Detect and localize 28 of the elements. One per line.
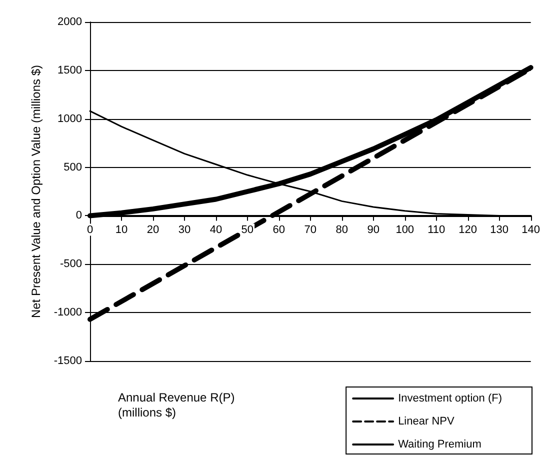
x-tick-label: 120 xyxy=(458,224,478,236)
x-tick-label: 60 xyxy=(272,224,286,236)
y-tick-label: 0 xyxy=(76,210,82,222)
x-tick-label: 20 xyxy=(146,224,160,236)
y-tick-label: 500 xyxy=(64,161,82,174)
legend-label: Waiting Premium xyxy=(398,438,482,450)
y-tick-label: -1500 xyxy=(54,355,82,367)
x-tick-label: 40 xyxy=(210,224,222,236)
x-tick-label: 100 xyxy=(396,224,414,236)
x-tick-label: 130 xyxy=(490,224,509,236)
y-tick-label: -1000 xyxy=(54,306,82,319)
legend-label: Investment option (F) xyxy=(398,392,502,404)
x-tick-label: 70 xyxy=(304,224,317,236)
x-tick-label: 80 xyxy=(336,224,348,236)
x-tick-label: 10 xyxy=(115,224,128,236)
x-tick-label: 110 xyxy=(428,224,446,236)
y-tick-label: 1500 xyxy=(58,64,82,76)
x-tick-label: 30 xyxy=(178,224,191,236)
x-tick-label: 90 xyxy=(367,224,380,236)
legend-label: Linear NPV xyxy=(398,416,455,428)
y-tick-label: 1000 xyxy=(58,112,82,125)
x-tick-label: 50 xyxy=(241,224,254,236)
x-axis-title: Annual Revenue R(P) (millions $) xyxy=(118,390,238,420)
x-tick-label: 0 xyxy=(86,224,94,236)
y-tick-label: 2000 xyxy=(58,16,82,28)
y-axis-title: Net Present Value and Option Value (millions $) xyxy=(29,64,43,318)
x-tick-label: 140 xyxy=(522,224,540,236)
y-tick-label: -500 xyxy=(60,258,82,270)
